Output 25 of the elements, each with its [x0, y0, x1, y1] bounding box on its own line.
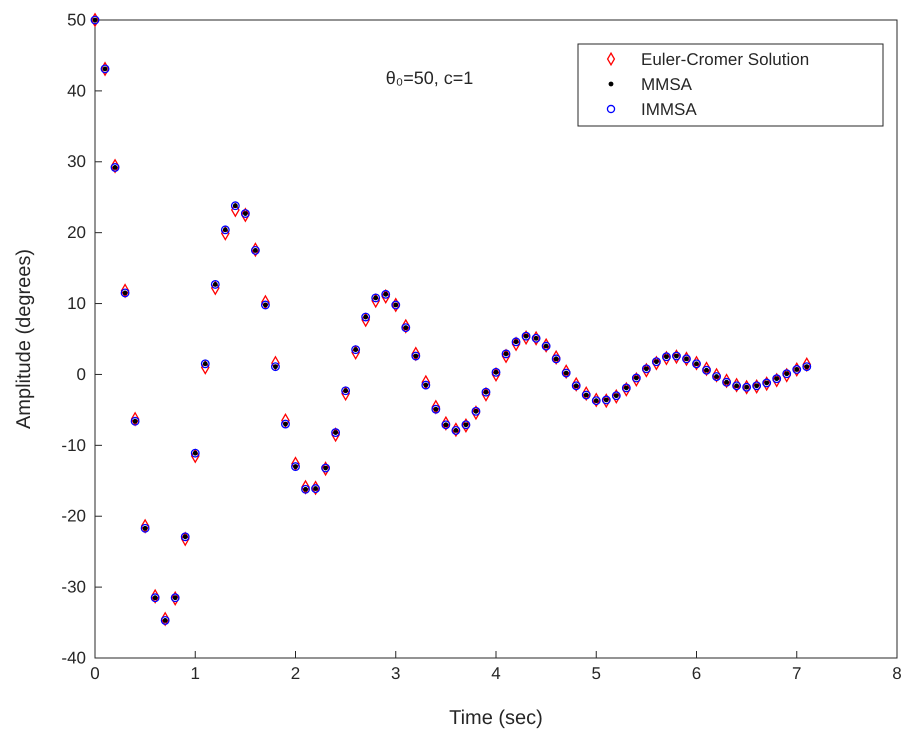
y-tick-label: -40 [61, 648, 86, 668]
x-tick-label: 1 [190, 664, 200, 684]
x-tick-label: 4 [491, 664, 501, 684]
x-tick-label: 8 [892, 664, 901, 684]
y-tick-label: 30 [67, 152, 86, 172]
x-tick-label: 3 [391, 664, 400, 684]
y-tick-label: -20 [61, 506, 86, 526]
y-tick-label: 20 [67, 223, 86, 242]
annotation: θ₀=50, c=1 [386, 68, 474, 88]
x-tick-label: 0 [90, 664, 100, 684]
y-tick-label: 0 [76, 364, 86, 384]
y-tick-label: 10 [67, 294, 86, 313]
x-tick-label: 2 [290, 664, 300, 684]
y-tick-label: -10 [61, 436, 86, 455]
legend-label: Euler-Cromer Solution [641, 50, 810, 69]
x-tick-label: 6 [692, 664, 702, 684]
y-axis-title: Amplitude (degrees) [13, 248, 35, 430]
x-tick-label: 7 [792, 664, 802, 684]
y-tick-label: 50 [67, 10, 86, 30]
x-axis-title: Time (sec) [449, 707, 543, 729]
x-tick-label: 5 [592, 664, 601, 684]
y-tick-label: 40 [67, 81, 86, 100]
y-tick-label: -30 [61, 578, 86, 597]
legend-label: MMSA [641, 75, 693, 94]
legend-label: IMMSA [641, 100, 698, 119]
